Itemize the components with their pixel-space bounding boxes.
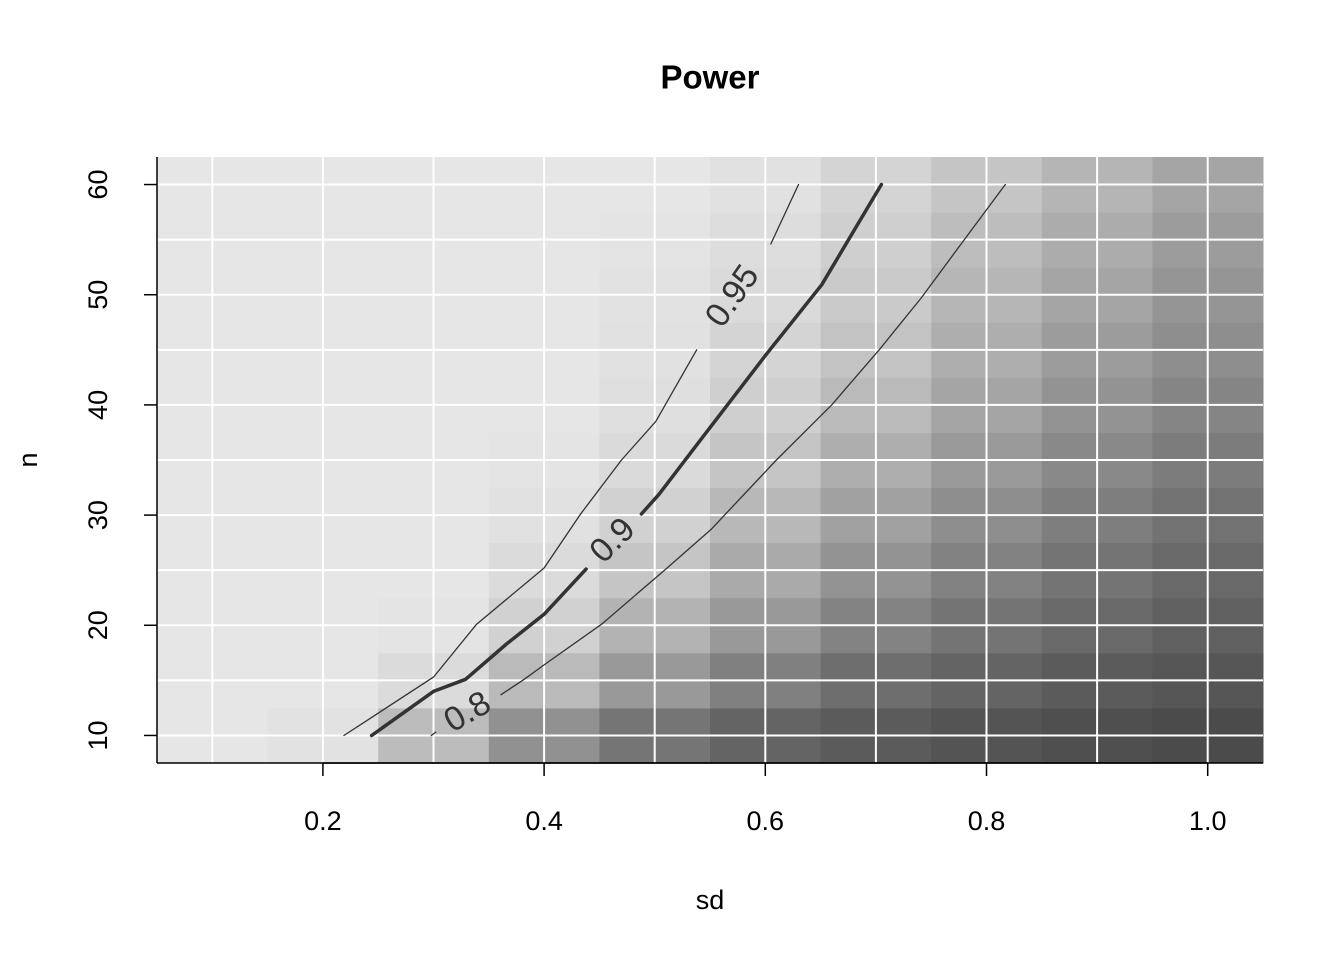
chart-title: Power	[660, 59, 759, 96]
y-axis-label: n	[13, 452, 43, 467]
x-tick-label: 0.2	[304, 806, 342, 836]
x-tick-label: 0.4	[525, 806, 563, 836]
y-tick-label: 40	[83, 390, 113, 420]
contour-line	[369, 182, 884, 738]
x-axis-label: sd	[696, 885, 725, 915]
y-tick-label: 30	[83, 500, 113, 530]
y-tick-label: 50	[83, 280, 113, 310]
contour-line	[343, 183, 800, 737]
x-tick-label: 0.6	[747, 806, 785, 836]
y-tick-label: 10	[83, 720, 113, 750]
x-tick-label: 0.8	[968, 806, 1006, 836]
contour-line	[430, 183, 1006, 737]
y-tick-label: 60	[83, 170, 113, 200]
x-tick-label: 1.0	[1189, 806, 1227, 836]
y-tick-label: 20	[83, 610, 113, 640]
